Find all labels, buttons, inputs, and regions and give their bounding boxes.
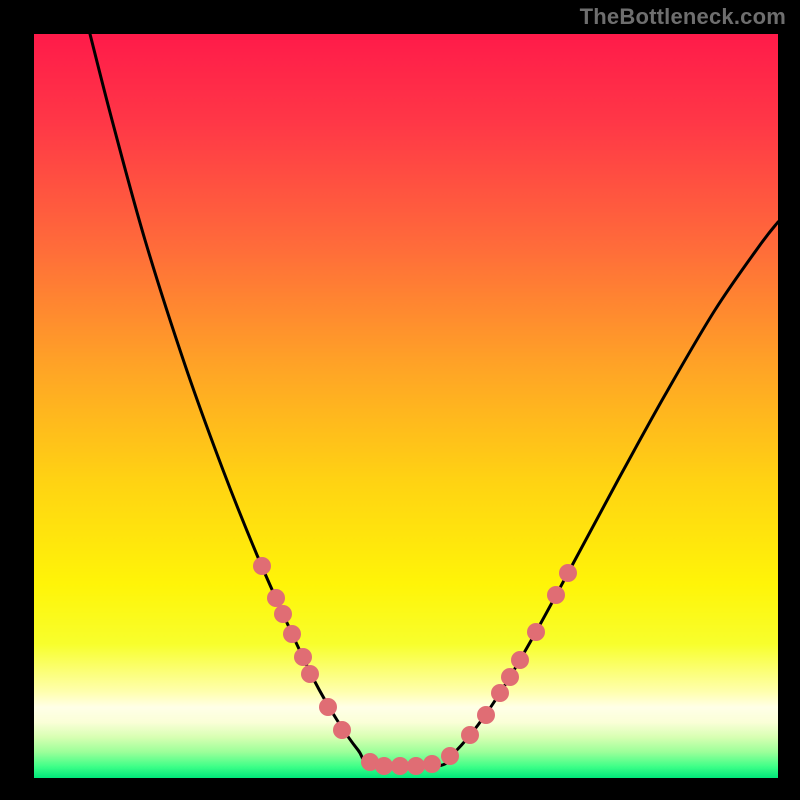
data-marker [547, 586, 565, 604]
data-marker [253, 557, 271, 575]
data-marker [283, 625, 301, 643]
bottleneck-curve [90, 34, 778, 768]
data-marker [461, 726, 479, 744]
data-marker [423, 755, 441, 773]
data-marker [333, 721, 351, 739]
data-marker [501, 668, 519, 686]
data-marker [491, 684, 509, 702]
data-marker [477, 706, 495, 724]
data-marker [441, 747, 459, 765]
data-marker [267, 589, 285, 607]
markers-right [461, 564, 577, 744]
data-marker [274, 605, 292, 623]
data-marker [527, 623, 545, 641]
data-marker [559, 564, 577, 582]
bottleneck-curve-layer [0, 0, 800, 800]
markers-bottom [361, 747, 459, 775]
markers-left [253, 557, 351, 739]
data-marker [319, 698, 337, 716]
data-marker [301, 665, 319, 683]
data-marker [511, 651, 529, 669]
data-marker [407, 757, 425, 775]
data-marker [375, 757, 393, 775]
data-marker [391, 757, 409, 775]
data-marker [294, 648, 312, 666]
